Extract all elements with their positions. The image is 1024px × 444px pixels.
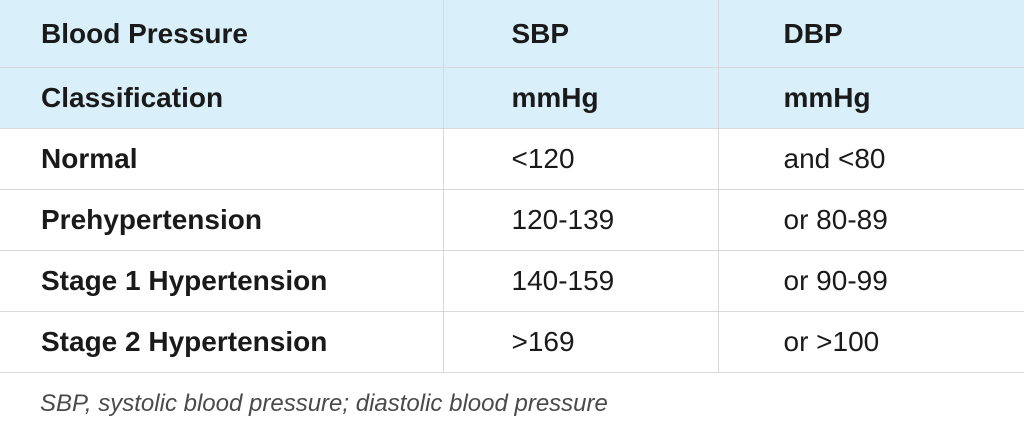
table-row: Normal <120 and <80 (0, 128, 1024, 190)
sbp-cell: 120-139 (442, 189, 719, 251)
blood-pressure-table: Blood Pressure SBP DBP Classification mm… (0, 0, 1024, 373)
table-row: Stage 1 Hypertension 140-159 or 90-99 (0, 250, 1024, 312)
header-sbp-unit: mmHg (442, 67, 719, 129)
header-category-line2: Classification (0, 67, 444, 129)
table-body: Normal <120 and <80 Prehypertension 120-… (0, 128, 1024, 373)
header-dbp: DBP (717, 0, 1024, 68)
table-header: Blood Pressure SBP DBP Classification mm… (0, 0, 1024, 129)
category-cell: Prehypertension (0, 189, 444, 251)
sbp-cell: 140-159 (442, 250, 719, 312)
table-footnote: SBP, systolic blood pressure; diastolic … (40, 390, 608, 417)
header-row-2: Classification mmHg mmHg (0, 67, 1024, 129)
category-cell: Stage 2 Hypertension (0, 311, 444, 373)
table-row: Prehypertension 120-139 or 80-89 (0, 189, 1024, 251)
header-sbp: SBP (442, 0, 719, 68)
dbp-cell: or >100 (717, 311, 1024, 373)
category-cell: Normal (0, 128, 444, 190)
header-row-1: Blood Pressure SBP DBP (0, 0, 1024, 68)
sbp-cell: >169 (442, 311, 719, 373)
category-cell: Stage 1 Hypertension (0, 250, 444, 312)
header-dbp-unit: mmHg (717, 67, 1024, 129)
header-category-line1: Blood Pressure (0, 0, 444, 68)
sbp-cell: <120 (442, 128, 719, 190)
dbp-cell: or 80-89 (717, 189, 1024, 251)
dbp-cell: or 90-99 (717, 250, 1024, 312)
dbp-cell: and <80 (717, 128, 1024, 190)
table-row: Stage 2 Hypertension >169 or >100 (0, 311, 1024, 373)
